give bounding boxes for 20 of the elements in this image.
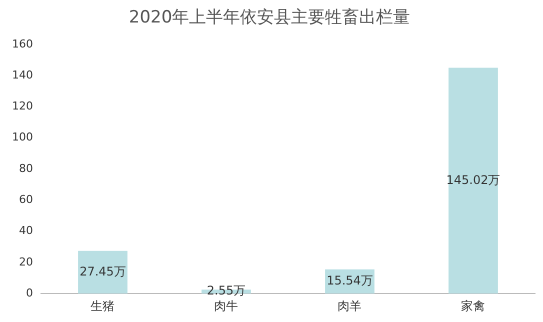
bar <box>448 68 498 294</box>
y-tick-label: 40 <box>18 224 33 238</box>
y-tick-label: 20 <box>18 255 33 268</box>
data-label: 145.02万 <box>446 172 500 187</box>
y-tick-label: 0 <box>26 286 33 300</box>
x-tick-label: 生猪 <box>90 298 115 313</box>
data-label: 27.45万 <box>80 264 126 278</box>
y-tick-label: 80 <box>18 162 33 175</box>
y-tick-label: 140 <box>12 68 33 82</box>
data-label: 2.55万 <box>206 284 246 298</box>
bar <box>78 250 128 294</box>
chart-title: 2020年上半年依安县主要牲畜出栏量 <box>128 8 410 28</box>
x-tick-label: 肉牛 <box>214 298 238 313</box>
y-tick-label: 120 <box>12 100 33 113</box>
y-tick-label: 160 <box>12 37 33 50</box>
data-label: 15.54万 <box>326 274 373 288</box>
y-tick-label: 60 <box>18 193 33 206</box>
x-tick-label: 家禽 <box>461 298 486 313</box>
x-tick-label: 肉羊 <box>338 298 362 313</box>
y-tick-label: 100 <box>12 130 33 144</box>
